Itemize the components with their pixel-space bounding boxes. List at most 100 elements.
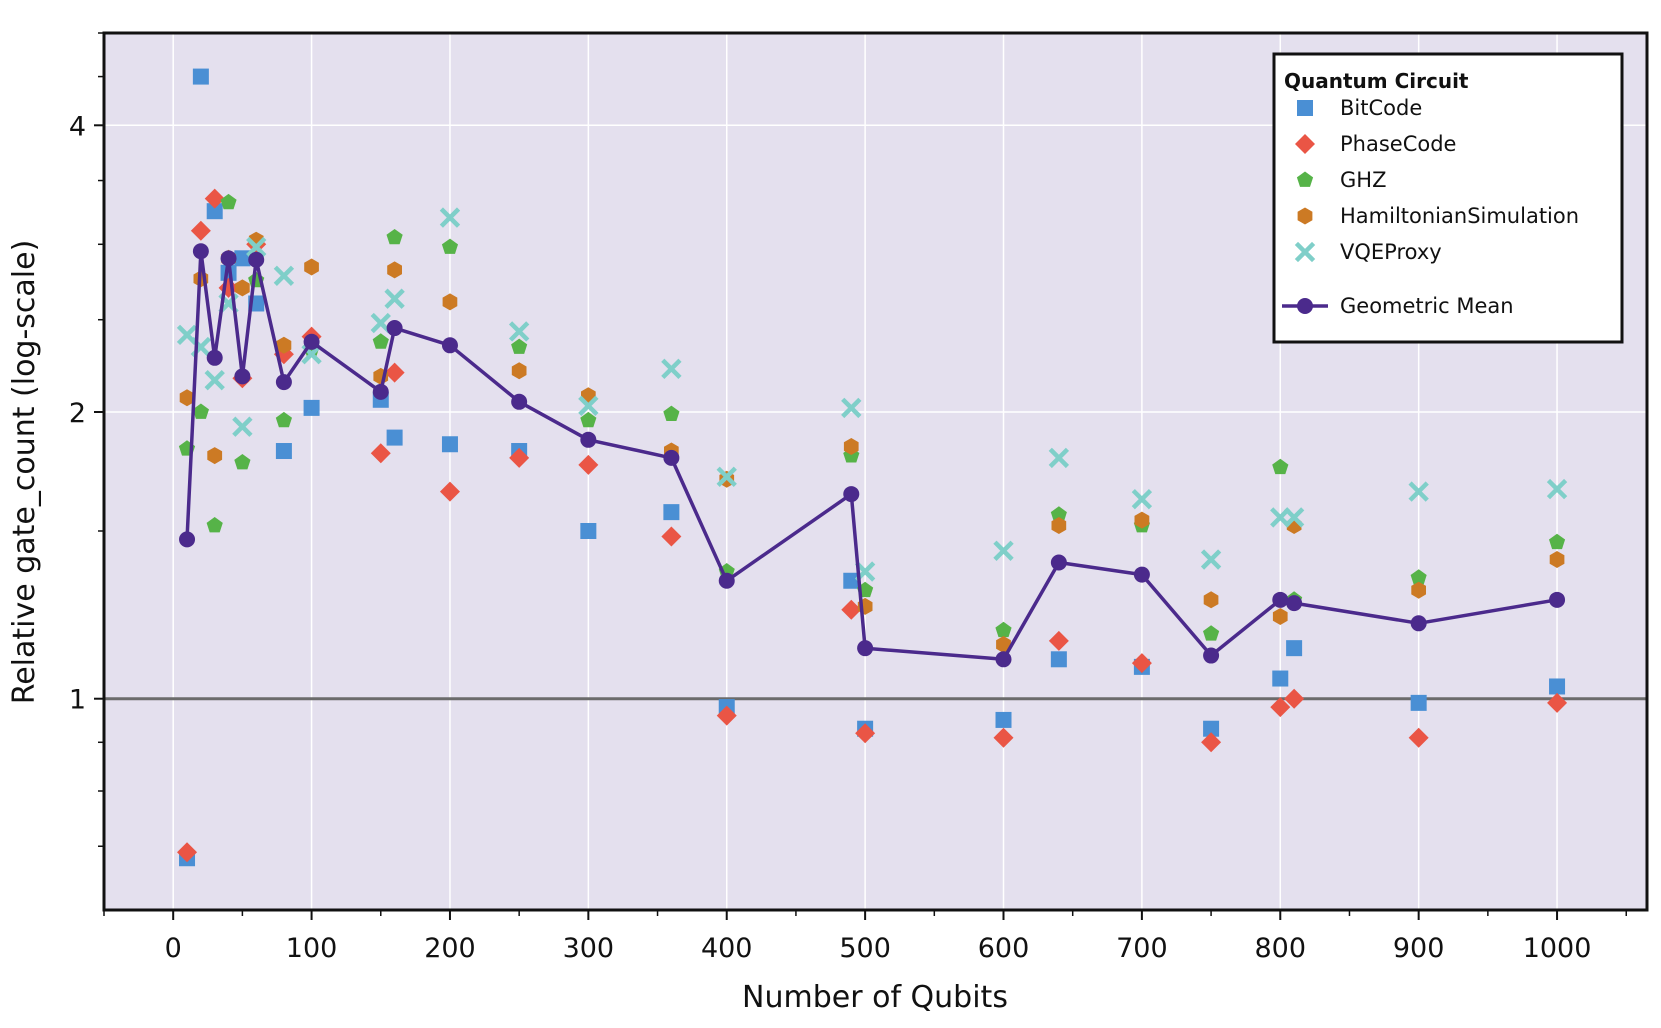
- data-point: [386, 229, 403, 245]
- data-point: [1203, 591, 1219, 609]
- data-point: [663, 449, 680, 466]
- data-point: [1272, 591, 1289, 608]
- data-point: [387, 261, 402, 279]
- legend-marker: [1294, 241, 1316, 263]
- data-point: [843, 438, 859, 455]
- data-point: [841, 599, 862, 620]
- data-point: [1133, 566, 1150, 583]
- data-point: [1286, 640, 1303, 657]
- data-point: [1272, 608, 1288, 625]
- legend-marker: [1295, 134, 1315, 154]
- data-point: [843, 572, 860, 589]
- data-point: [996, 636, 1011, 653]
- x-tick-label: 0: [165, 933, 182, 964]
- data-point: [1410, 569, 1427, 585]
- data-point: [995, 651, 1012, 668]
- legend-items: BitCode PhaseCode GHZ HamiltonianSimulation…: [1282, 96, 1579, 318]
- data-point: [386, 429, 403, 446]
- data-point: [1050, 554, 1067, 571]
- legend-marker: [1297, 100, 1313, 116]
- legend-label: VQEProxy: [1340, 240, 1442, 264]
- data-point: [854, 561, 876, 582]
- data-point: [370, 443, 391, 464]
- x-tick-label: 400: [701, 933, 753, 964]
- legend-label: Geometric Mean: [1340, 294, 1514, 318]
- data-point: [248, 251, 265, 268]
- data-point: [1203, 625, 1220, 641]
- data-point: [993, 540, 1014, 561]
- x-tick-label: 900: [1393, 933, 1445, 964]
- x-tick-label: 300: [563, 933, 615, 964]
- data-point: [1203, 720, 1220, 737]
- data-point: [661, 526, 682, 547]
- data-point: [1546, 478, 1568, 500]
- data-point: [179, 531, 196, 548]
- data-point: [1051, 517, 1067, 534]
- data-point: [234, 454, 251, 470]
- legend-label: PhaseCode: [1340, 132, 1456, 156]
- data-point: [1050, 506, 1067, 522]
- data-point: [855, 723, 876, 744]
- data-point: [663, 504, 680, 521]
- data-point: [204, 369, 225, 391]
- data-point: [1284, 688, 1305, 709]
- data-point: [206, 349, 223, 366]
- data-point: [511, 362, 527, 380]
- data-point: [207, 447, 223, 465]
- data-point: [1200, 549, 1222, 570]
- data-point: [276, 336, 292, 354]
- data-point: [1408, 481, 1429, 502]
- x-tick-label: 500: [839, 933, 891, 964]
- x-tick-label: 600: [978, 933, 1030, 964]
- data-point: [246, 236, 267, 258]
- legend-label: HamiltonianSimulation: [1340, 204, 1579, 228]
- data-point: [386, 320, 403, 337]
- data-point: [1549, 533, 1566, 550]
- data-point: [1048, 447, 1070, 469]
- data-point: [303, 399, 320, 416]
- data-point: [1410, 694, 1427, 711]
- data-point: [234, 368, 251, 385]
- legend-label: GHZ: [1340, 168, 1386, 192]
- series-layer: [176, 68, 1568, 867]
- data-point: [190, 220, 211, 241]
- data-point: [384, 288, 405, 309]
- legend-marker: [1296, 171, 1314, 187]
- data-point: [508, 321, 530, 342]
- data-point: [661, 358, 682, 380]
- series-geometric-mean: [179, 243, 1566, 668]
- x-axis-title: Number of Qubits: [742, 980, 1008, 1015]
- x-tick-label: 800: [1255, 933, 1307, 964]
- y-axis: 1 2 4: [69, 32, 104, 847]
- data-point: [1410, 615, 1427, 632]
- data-point: [1270, 507, 1291, 528]
- legend-label: BitCode: [1340, 96, 1422, 120]
- x-tick-label: 100: [286, 933, 338, 964]
- data-point: [372, 383, 389, 400]
- data-point: [439, 207, 461, 228]
- data-point: [1134, 511, 1150, 529]
- data-point: [578, 395, 599, 417]
- data-point: [580, 431, 597, 448]
- data-point: [275, 411, 292, 428]
- data-point: [275, 443, 292, 460]
- data-point: [511, 338, 528, 354]
- data-point: [384, 362, 405, 383]
- data-point: [179, 389, 195, 407]
- data-point: [1131, 653, 1152, 674]
- data-point: [995, 711, 1012, 728]
- data-point: [1549, 551, 1565, 568]
- data-point: [370, 312, 391, 334]
- data-point: [1411, 581, 1426, 599]
- data-point: [1131, 488, 1153, 510]
- data-point: [1547, 692, 1568, 713]
- data-point: [441, 436, 458, 453]
- data-point: [1283, 507, 1305, 528]
- data-point: [995, 621, 1012, 638]
- data-point: [841, 397, 862, 419]
- y-tick-label: 2: [69, 398, 86, 429]
- data-point: [716, 705, 737, 726]
- legend-marker: [1297, 298, 1313, 314]
- data-point: [1408, 727, 1429, 748]
- plot-frame: [102, 31, 1649, 912]
